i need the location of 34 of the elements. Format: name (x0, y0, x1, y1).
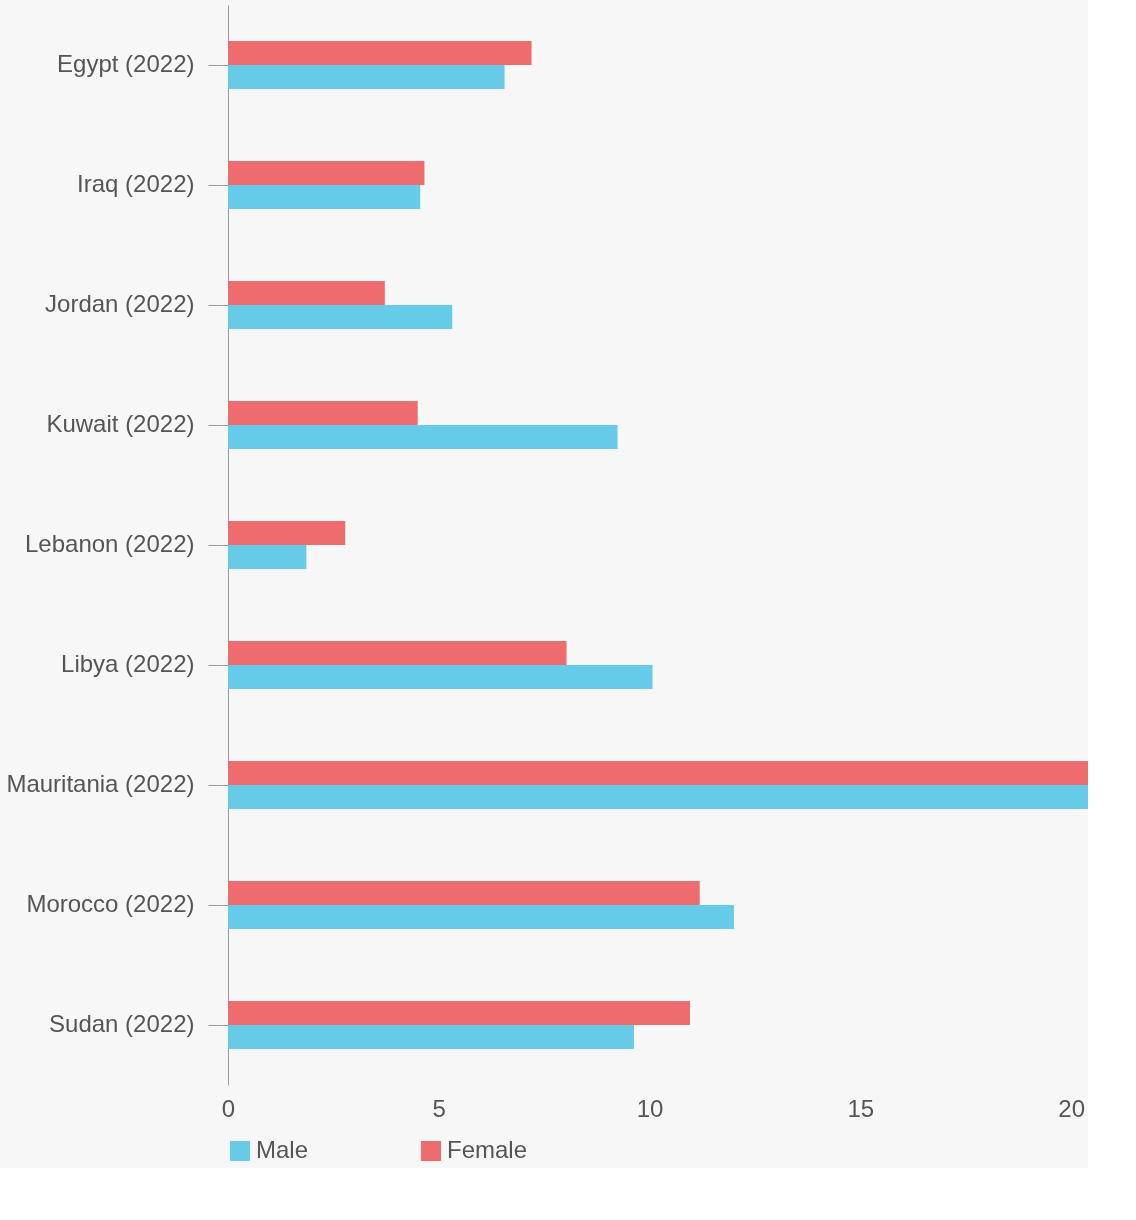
y-tick-label: Libya (2022) (61, 650, 195, 677)
bar (228, 665, 653, 689)
bar (228, 521, 346, 545)
bar (228, 881, 700, 905)
y-tick-label: Egypt (2022) (57, 50, 195, 77)
x-tick-label: 5 (432, 1094, 446, 1122)
bar (228, 401, 418, 425)
y-tick-label: Kuwait (2022) (46, 410, 195, 437)
bar (228, 905, 734, 929)
bar (228, 185, 421, 209)
bar (228, 281, 385, 305)
bar (228, 65, 505, 89)
legend-label: Male (256, 1136, 309, 1163)
y-tick-label: Jordan (2022) (45, 290, 195, 317)
y-tick-label: Mauritania (2022) (6, 770, 195, 797)
bar (228, 161, 425, 185)
bar (228, 1001, 691, 1025)
x-tick-label: 15 (847, 1094, 875, 1122)
bar (228, 785, 1088, 809)
y-tick-label: Lebanon (2022) (25, 530, 195, 557)
bar (228, 545, 307, 569)
x-tick-label: 0 (221, 1094, 236, 1122)
x-tick-label: 10 (636, 1094, 664, 1122)
bar (228, 761, 1088, 785)
y-tick-label: Morocco (2022) (26, 890, 195, 917)
bar (228, 305, 453, 329)
y-tick-label: Sudan (2022) (49, 1010, 195, 1037)
legend-label: Female (447, 1136, 528, 1163)
bar (228, 1025, 634, 1049)
bar (228, 641, 567, 665)
bar (228, 41, 532, 65)
y-tick-label: Iraq (2022) (77, 170, 195, 197)
x-tick-label: 20 (1058, 1094, 1085, 1122)
bar (228, 425, 618, 449)
